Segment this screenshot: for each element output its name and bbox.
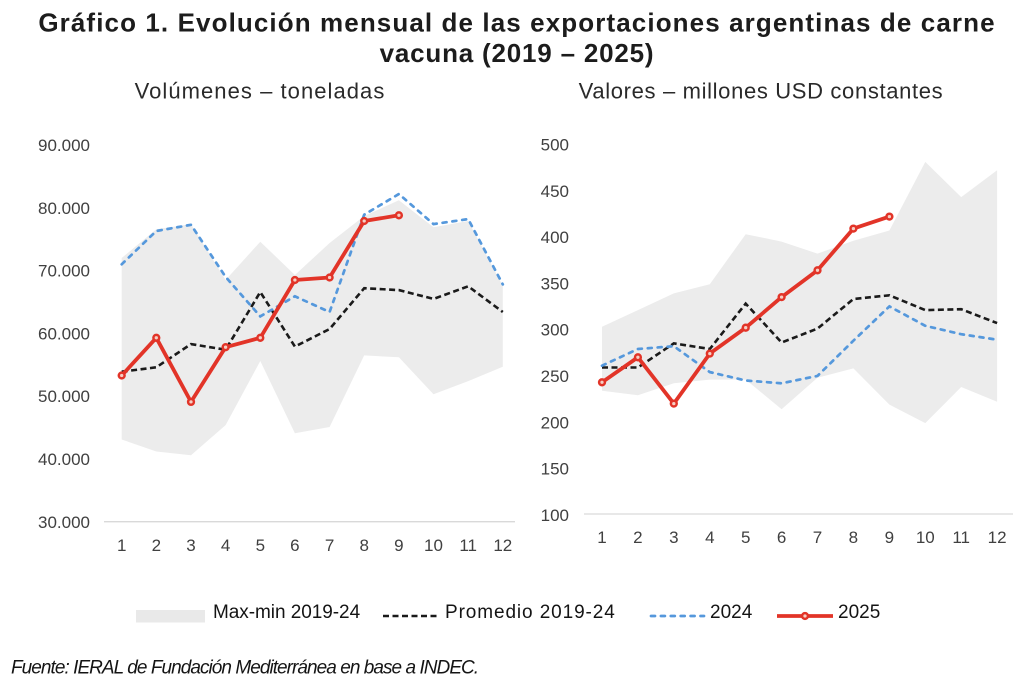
- svg-text:8: 8: [359, 536, 368, 555]
- svg-text:4: 4: [705, 528, 714, 547]
- svg-text:Gráfico 1. Evolución mensual d: Gráfico 1. Evolución mensual de las expo…: [38, 8, 995, 38]
- svg-text:150: 150: [541, 460, 569, 479]
- svg-text:200: 200: [541, 413, 569, 432]
- svg-text:11: 11: [459, 536, 477, 555]
- svg-text:40.000: 40.000: [38, 450, 90, 469]
- svg-text:6: 6: [290, 536, 299, 555]
- svg-text:300: 300: [541, 321, 569, 340]
- svg-text:7: 7: [813, 528, 822, 547]
- svg-text:450: 450: [541, 182, 569, 201]
- svg-text:10: 10: [424, 536, 443, 555]
- svg-text:2024: 2024: [710, 602, 753, 623]
- svg-text:9: 9: [885, 528, 894, 547]
- svg-text:70.000: 70.000: [38, 262, 90, 281]
- svg-text:8: 8: [849, 528, 858, 547]
- svg-text:90.000: 90.000: [38, 136, 90, 155]
- svg-text:10: 10: [916, 528, 935, 547]
- svg-text:Valores – millones USD constan: Valores – millones USD constantes: [579, 79, 944, 104]
- svg-text:100: 100: [541, 506, 569, 525]
- svg-text:30.000: 30.000: [38, 513, 90, 532]
- svg-text:2: 2: [633, 528, 642, 547]
- svg-text:400: 400: [541, 228, 569, 247]
- svg-text:3: 3: [186, 536, 195, 555]
- svg-text:vacuna (2019 – 2025): vacuna (2019 – 2025): [380, 38, 655, 68]
- svg-text:Volúmenes – toneladas: Volúmenes – toneladas: [135, 79, 386, 104]
- svg-text:350: 350: [541, 274, 569, 293]
- svg-text:1: 1: [117, 536, 126, 555]
- svg-text:12: 12: [493, 536, 512, 555]
- svg-text:500: 500: [541, 136, 569, 155]
- svg-text:5: 5: [256, 536, 265, 555]
- svg-text:2025: 2025: [838, 602, 880, 623]
- svg-text:250: 250: [541, 367, 569, 386]
- svg-text:Fuente: IERAL de Fundación Med: Fuente: IERAL de Fundación Mediterránea …: [11, 658, 478, 679]
- svg-text:80.000: 80.000: [38, 199, 90, 218]
- svg-text:1: 1: [597, 528, 606, 547]
- svg-text:3: 3: [669, 528, 678, 547]
- svg-text:2: 2: [152, 536, 161, 555]
- svg-text:Max-min 2019-24: Max-min 2019-24: [213, 602, 361, 623]
- svg-text:60.000: 60.000: [38, 324, 90, 343]
- svg-text:6: 6: [777, 528, 786, 547]
- svg-text:Promedio 2019-24: Promedio 2019-24: [445, 602, 616, 623]
- svg-text:12: 12: [988, 528, 1007, 547]
- svg-text:11: 11: [952, 528, 970, 547]
- svg-text:7: 7: [325, 536, 334, 555]
- svg-text:50.000: 50.000: [38, 387, 90, 406]
- svg-text:5: 5: [741, 528, 750, 547]
- svg-text:4: 4: [221, 536, 230, 555]
- svg-text:9: 9: [394, 536, 403, 555]
